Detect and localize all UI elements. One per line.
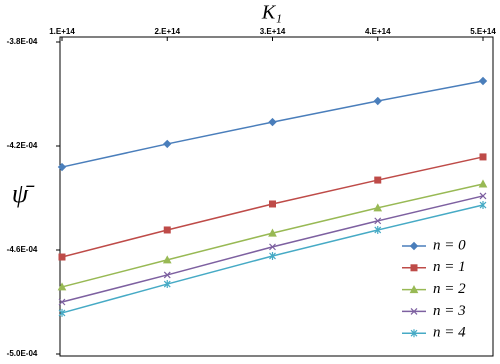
marker: [478, 76, 488, 86]
marker: [163, 280, 171, 289]
y-axis-label: ψ̄: [12, 179, 35, 208]
marker: [269, 243, 276, 251]
marker: [374, 176, 382, 184]
marker: [479, 153, 487, 161]
legend-label: n = 4: [433, 325, 466, 341]
marker: [268, 228, 277, 237]
marker: [269, 251, 276, 260]
marker: [269, 200, 276, 208]
x-tick-label: 3.E+14: [260, 27, 286, 36]
y-tick-label: -3.8E-04: [7, 37, 38, 46]
x-tick-label: 4.E+14: [365, 27, 391, 36]
marker: [57, 282, 67, 291]
x-tick-label: 5.E+14: [470, 27, 496, 36]
y-tick-label: -4.2E-04: [7, 141, 38, 150]
legend-box: [394, 232, 480, 342]
y-tick-label: -5.0E-04: [7, 349, 38, 358]
x-axis-label: K₁: [261, 2, 282, 24]
marker: [479, 201, 487, 210]
marker: [373, 96, 382, 106]
marker: [409, 285, 419, 294]
y-tick-label: -4.6E-04: [7, 245, 38, 254]
marker: [409, 241, 419, 251]
marker: [373, 203, 383, 212]
marker: [163, 226, 171, 234]
marker: [58, 298, 66, 306]
x-tick-label: 2.E+14: [154, 27, 180, 36]
marker: [57, 162, 67, 172]
marker: [478, 179, 488, 188]
legend-label: n = 0: [433, 237, 466, 253]
marker: [410, 307, 418, 315]
marker: [163, 271, 171, 279]
legend-label: n = 2: [433, 281, 466, 297]
marker: [58, 253, 66, 261]
marker: [410, 329, 418, 338]
marker: [479, 192, 487, 200]
legend-label: n = 1: [433, 259, 466, 275]
plot-frame: [59, 36, 494, 357]
marker: [162, 255, 172, 264]
marker: [410, 264, 418, 272]
marker: [163, 139, 172, 149]
marker: [374, 217, 382, 225]
legend-label: n = 3: [433, 303, 466, 319]
marker: [268, 117, 277, 127]
marker: [374, 225, 382, 234]
x-tick-label: 1.E+14: [49, 27, 75, 36]
marker: [58, 308, 66, 317]
